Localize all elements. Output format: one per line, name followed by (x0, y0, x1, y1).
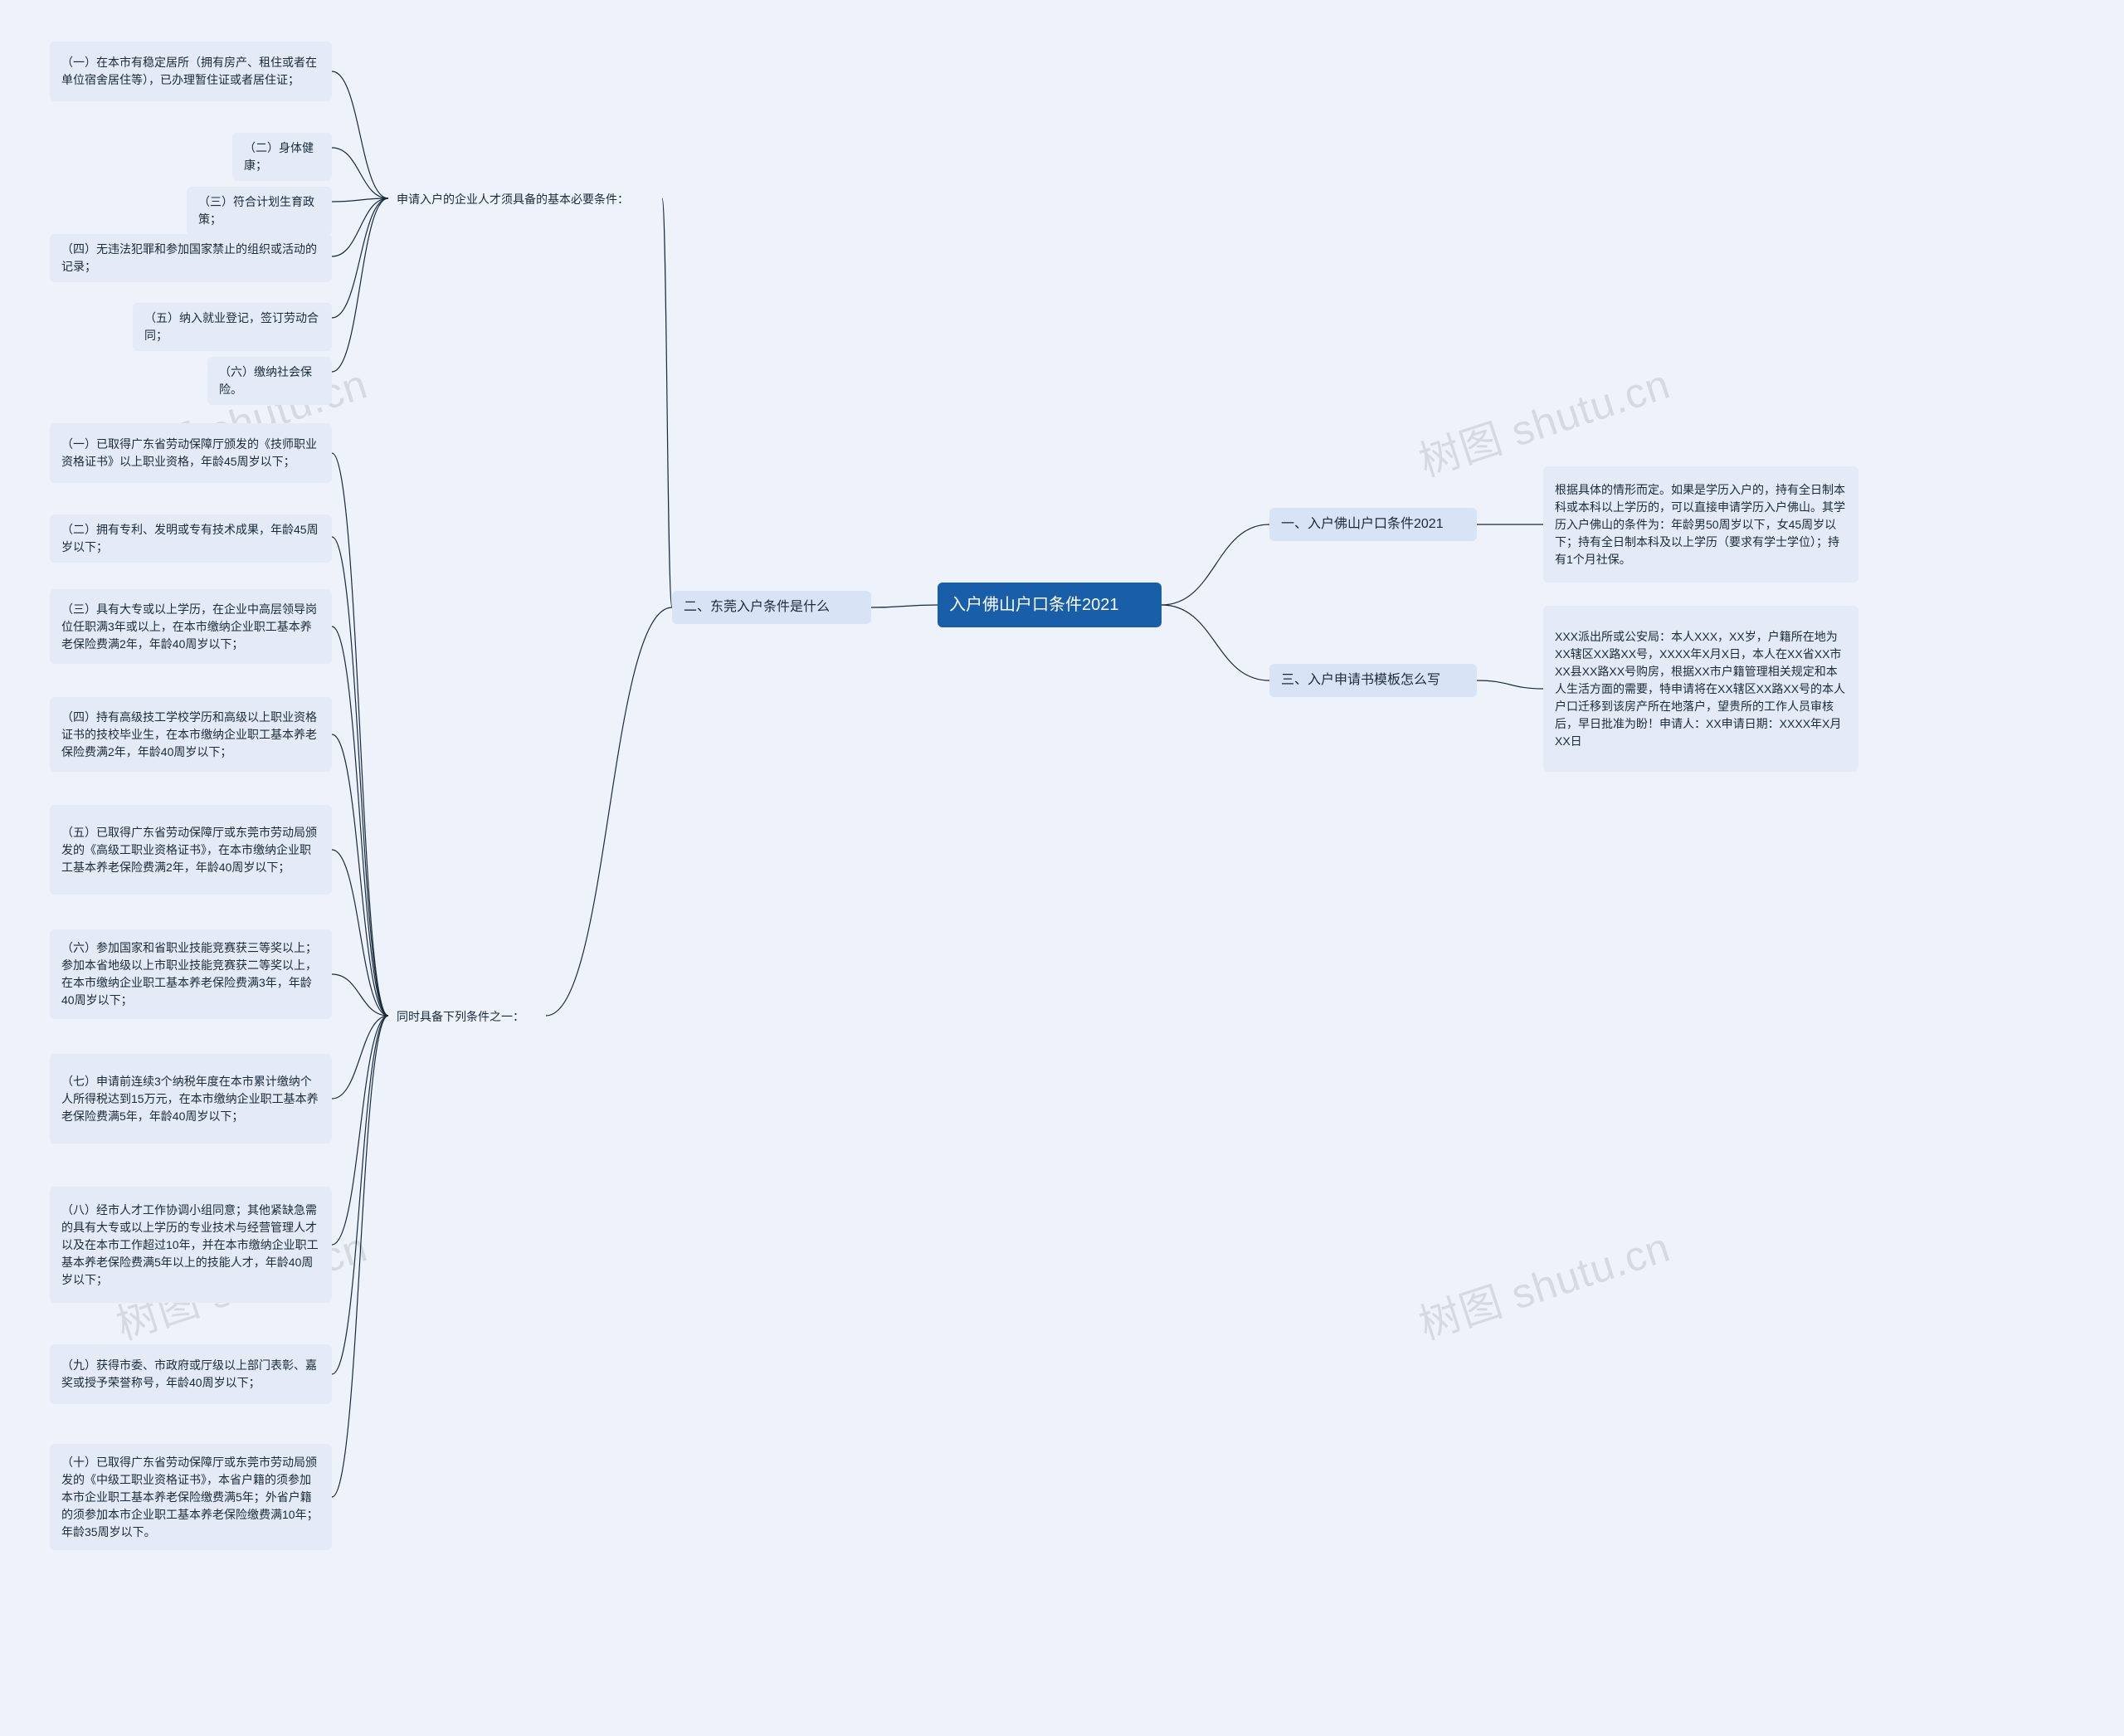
leaf-node: （四）持有高级技工学校学历和高级以上职业资格证书的技校毕业生，在本市缴纳企业职工… (50, 697, 332, 772)
leaf-node: 根据具体的情形而定。如果是学历入户的，持有全日制本科或本科以上学历的，可以直接申… (1543, 466, 1858, 583)
leaf-node: （三）具有大专或以上学历，在企业中高层领导岗位任职满3年或以上，在本市缴纳企业职… (50, 589, 332, 664)
leaf-node: （一）已取得广东省劳动保障厅颁发的《技师职业资格证书》以上职业资格，年龄45周岁… (50, 423, 332, 483)
branch-node: 三、入户申请书模板怎么写 (1269, 664, 1477, 697)
branch-node: 二、东莞入户条件是什么 (672, 591, 871, 624)
root-node: 入户佛山户口条件2021 (938, 583, 1162, 627)
leaf-node: （八）经市人才工作协调小组同意；其他紧缺急需的具有大专或以上学历的专业技术与经营… (50, 1187, 332, 1303)
leaf-node: （五）纳入就业登记，签订劳动合同； (133, 303, 332, 351)
leaf-node: XXX派出所或公安局：本人XXX，XX岁，户籍所在地为XX辖区XX路XX号，XX… (1543, 606, 1858, 772)
watermark: 树图 shutu.cn (1410, 1214, 1677, 1351)
branch-node: 一、入户佛山户口条件2021 (1269, 508, 1477, 541)
leaf-node: （九）获得市委、市政府或厅级以上部门表彰、嘉奖或授予荣誉称号，年龄40周岁以下； (50, 1344, 332, 1404)
leaf-node: （七）申请前连续3个纳税年度在本市累计缴纳个人所得税达到15万元，在本市缴纳企业… (50, 1054, 332, 1144)
group-heading: 申请入户的企业人才须具备的基本必要条件： (397, 191, 662, 208)
leaf-node: （一）在本市有稳定居所（拥有房产、租住或者在单位宿舍居住等），已办理暂住证或者居… (50, 41, 332, 101)
leaf-node: （二）身体健康； (232, 133, 332, 181)
leaf-node: （六）缴纳社会保险。 (207, 357, 332, 405)
leaf-node: （三）符合计划生育政策； (187, 187, 332, 235)
group-heading: 同时具备下列条件之一： (397, 1008, 546, 1026)
leaf-node: （五）已取得广东省劳动保障厅或东莞市劳动局颁发的《高级工职业资格证书》，在本市缴… (50, 805, 332, 895)
leaf-node: （四）无违法犯罪和参加国家禁止的组织或活动的记录； (50, 234, 332, 282)
leaf-node: （六）参加国家和省职业技能竞赛获三等奖以上；参加本省地级以上市职业技能竞赛获二等… (50, 929, 332, 1019)
leaf-node: （十）已取得广东省劳动保障厅或东莞市劳动局颁发的《中级工职业资格证书》，本省户籍… (50, 1444, 332, 1550)
leaf-node: （二）拥有专利、发明或专有技术成果，年龄45周岁以下； (50, 514, 332, 563)
